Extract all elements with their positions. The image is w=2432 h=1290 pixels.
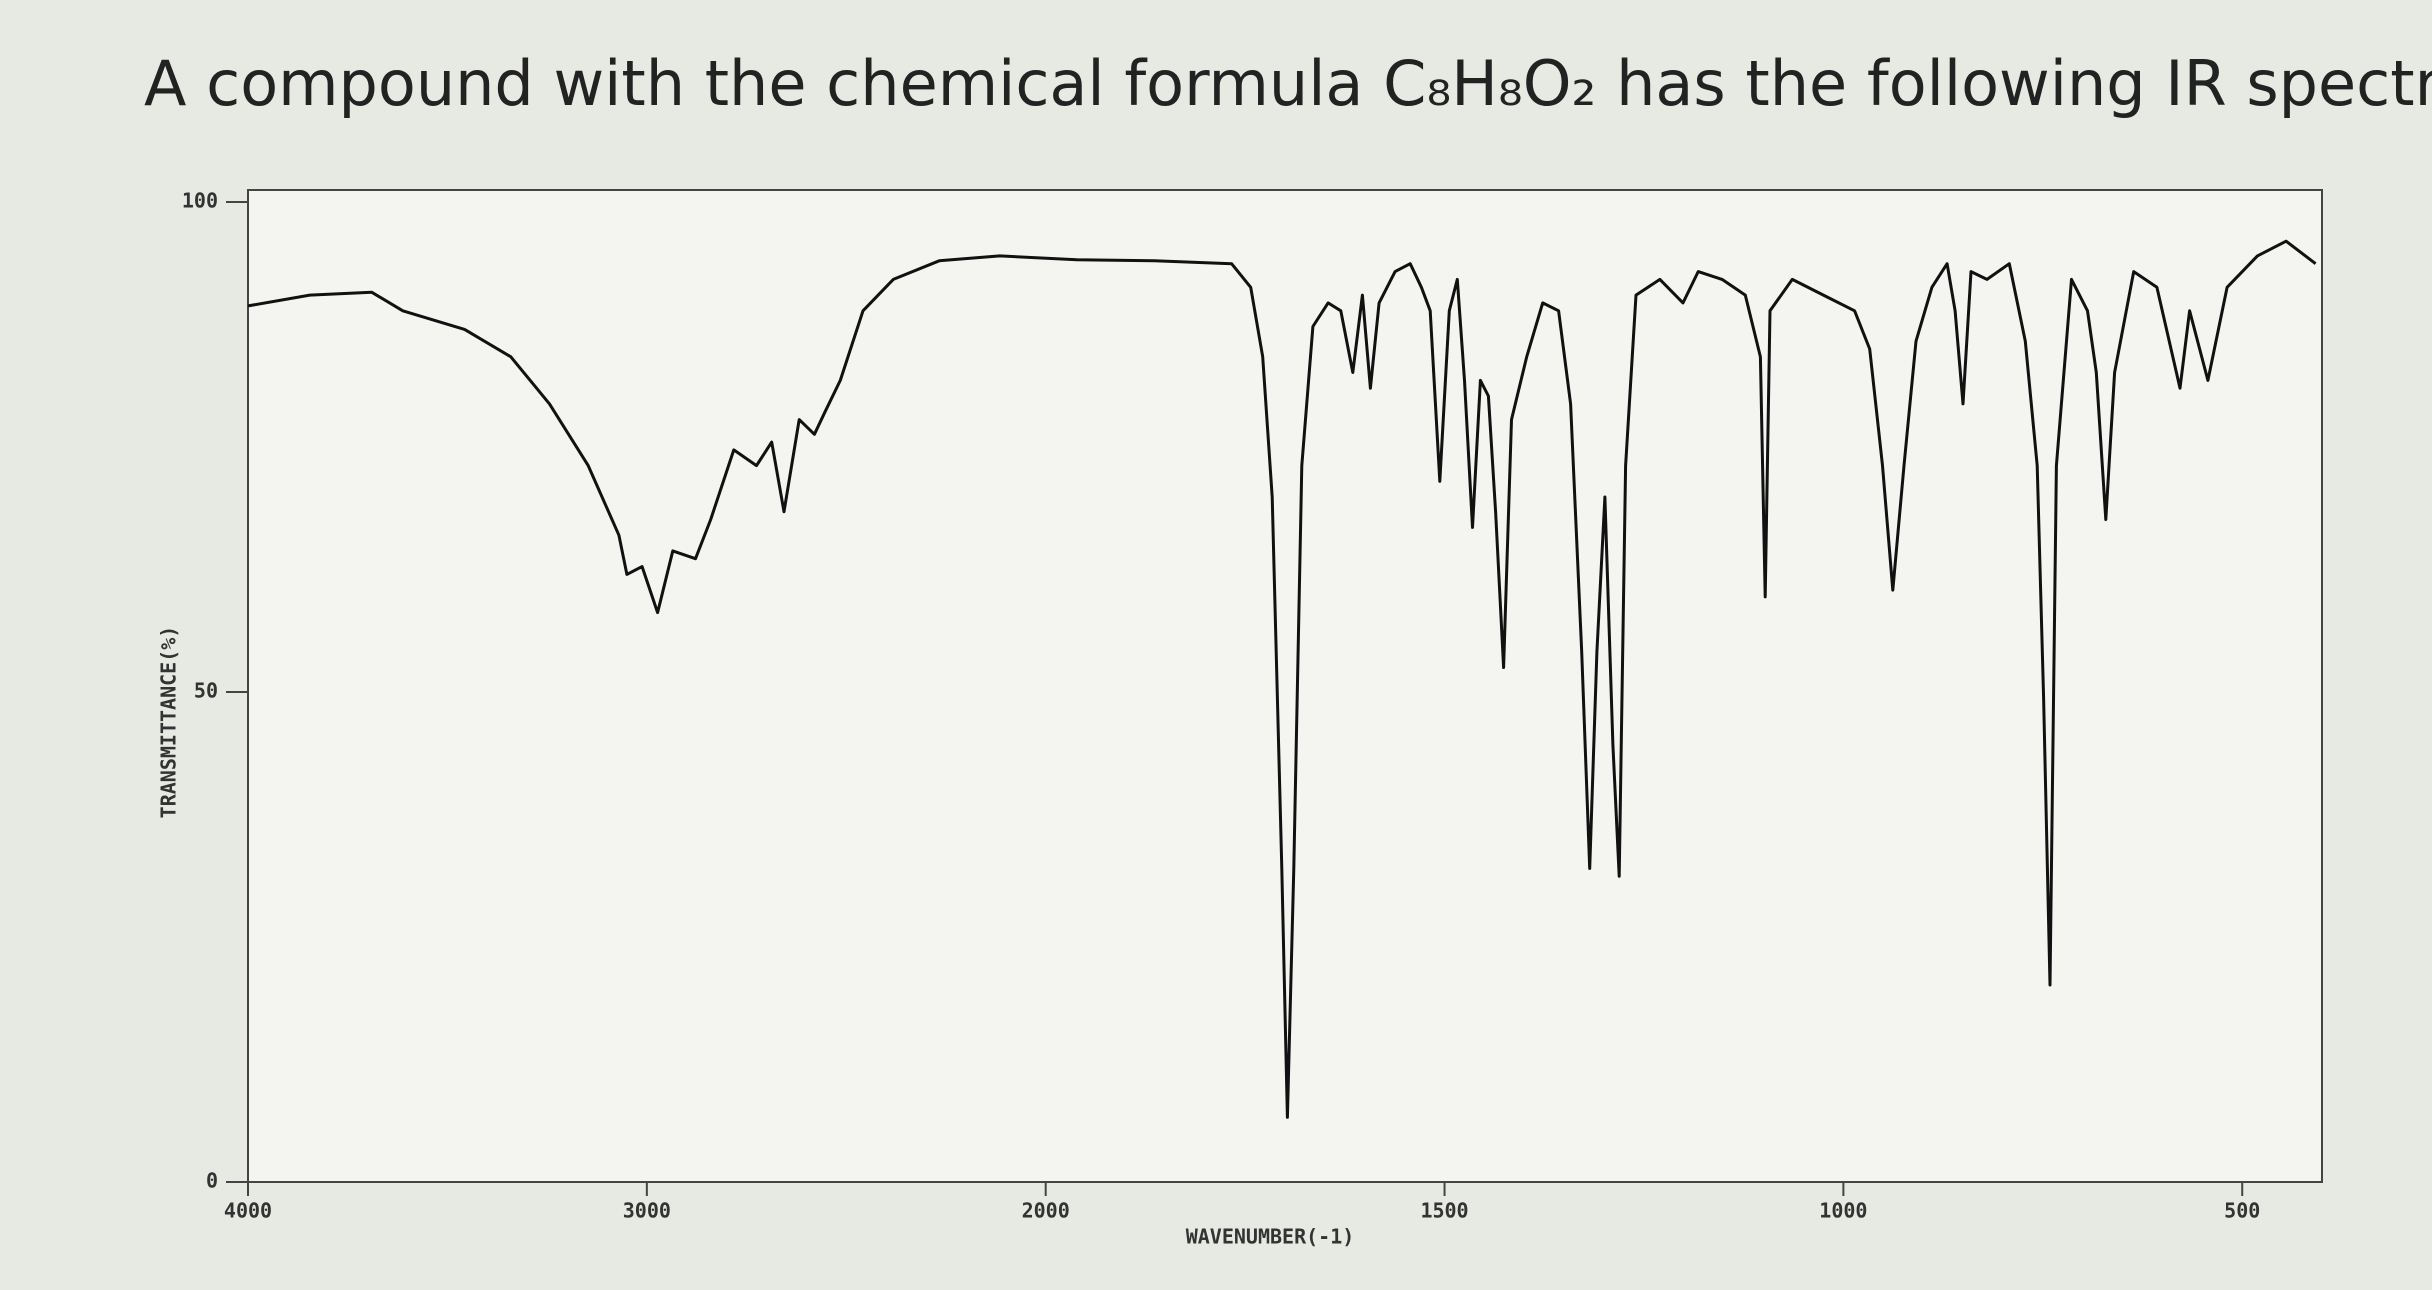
y-tick-label: 100 — [182, 189, 218, 213]
y-tick-label: 50 — [194, 679, 218, 703]
x-tick-label: 3000 — [623, 1199, 671, 1223]
chart-title: A compound with the chemical formula C₈H… — [144, 47, 2432, 120]
y-tick-label: 0 — [206, 1169, 218, 1193]
x-tick-label: 4000 — [224, 1199, 272, 1223]
spectrum-line — [247, 239, 2317, 1119]
x-axis-label: WAVENUMBER(-1) — [1186, 1225, 1355, 1249]
x-tick-label: 1000 — [1819, 1199, 1867, 1223]
x-tick-label: 500 — [2224, 1199, 2260, 1223]
y-axis-label: TRANSMITTANCE(%) — [157, 626, 181, 819]
x-tick-label: 2000 — [1022, 1199, 1070, 1223]
x-tick-label: 1500 — [1420, 1199, 1468, 1223]
